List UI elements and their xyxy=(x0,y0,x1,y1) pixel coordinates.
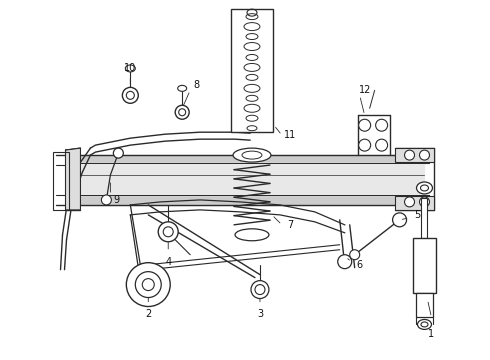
Ellipse shape xyxy=(247,126,257,131)
Ellipse shape xyxy=(246,75,258,80)
Circle shape xyxy=(175,105,189,119)
Circle shape xyxy=(113,148,123,158)
Ellipse shape xyxy=(125,65,135,72)
Circle shape xyxy=(359,139,370,151)
Text: 5: 5 xyxy=(415,210,420,220)
Circle shape xyxy=(359,119,370,131)
Polygon shape xyxy=(66,195,429,205)
Text: 12: 12 xyxy=(359,85,371,95)
Text: 4: 4 xyxy=(165,257,172,267)
Ellipse shape xyxy=(244,42,260,50)
Circle shape xyxy=(142,279,154,291)
Ellipse shape xyxy=(244,63,260,71)
Ellipse shape xyxy=(417,319,432,329)
Text: 9: 9 xyxy=(113,195,120,205)
Circle shape xyxy=(405,150,415,160)
Circle shape xyxy=(419,150,429,160)
Ellipse shape xyxy=(246,95,258,101)
Text: 7: 7 xyxy=(287,220,293,230)
Text: 1: 1 xyxy=(428,329,435,339)
Circle shape xyxy=(376,139,388,151)
Polygon shape xyxy=(66,155,429,163)
Polygon shape xyxy=(75,163,424,195)
Ellipse shape xyxy=(246,115,258,121)
Ellipse shape xyxy=(242,151,262,159)
Circle shape xyxy=(163,227,173,237)
Text: 2: 2 xyxy=(145,310,151,319)
Ellipse shape xyxy=(244,84,260,92)
Circle shape xyxy=(135,272,161,298)
Ellipse shape xyxy=(416,182,433,194)
Ellipse shape xyxy=(233,148,271,162)
Bar xyxy=(413,238,437,293)
Text: 6: 6 xyxy=(357,260,363,270)
Circle shape xyxy=(419,197,429,207)
Bar xyxy=(421,198,427,238)
Circle shape xyxy=(158,222,178,242)
Circle shape xyxy=(376,119,388,131)
Ellipse shape xyxy=(246,33,258,40)
Ellipse shape xyxy=(421,322,428,327)
Circle shape xyxy=(122,87,138,103)
Circle shape xyxy=(126,263,170,306)
Polygon shape xyxy=(394,148,435,162)
Ellipse shape xyxy=(178,85,187,91)
Ellipse shape xyxy=(246,14,258,20)
Polygon shape xyxy=(66,148,80,210)
Text: 10: 10 xyxy=(124,63,136,73)
Text: 8: 8 xyxy=(193,80,199,90)
Bar xyxy=(231,9,273,132)
Ellipse shape xyxy=(420,185,428,191)
Text: 11: 11 xyxy=(284,130,296,140)
Circle shape xyxy=(101,195,111,205)
Ellipse shape xyxy=(235,229,269,241)
Polygon shape xyxy=(394,196,435,210)
Text: 3: 3 xyxy=(257,310,263,319)
Circle shape xyxy=(179,109,186,116)
Circle shape xyxy=(338,255,352,269)
Ellipse shape xyxy=(350,250,360,260)
Circle shape xyxy=(126,91,134,99)
Ellipse shape xyxy=(244,23,260,31)
Ellipse shape xyxy=(246,54,258,60)
Circle shape xyxy=(392,213,407,227)
Bar xyxy=(416,293,434,318)
Circle shape xyxy=(405,197,415,207)
Circle shape xyxy=(255,285,265,294)
Circle shape xyxy=(251,280,269,298)
Ellipse shape xyxy=(244,104,260,112)
